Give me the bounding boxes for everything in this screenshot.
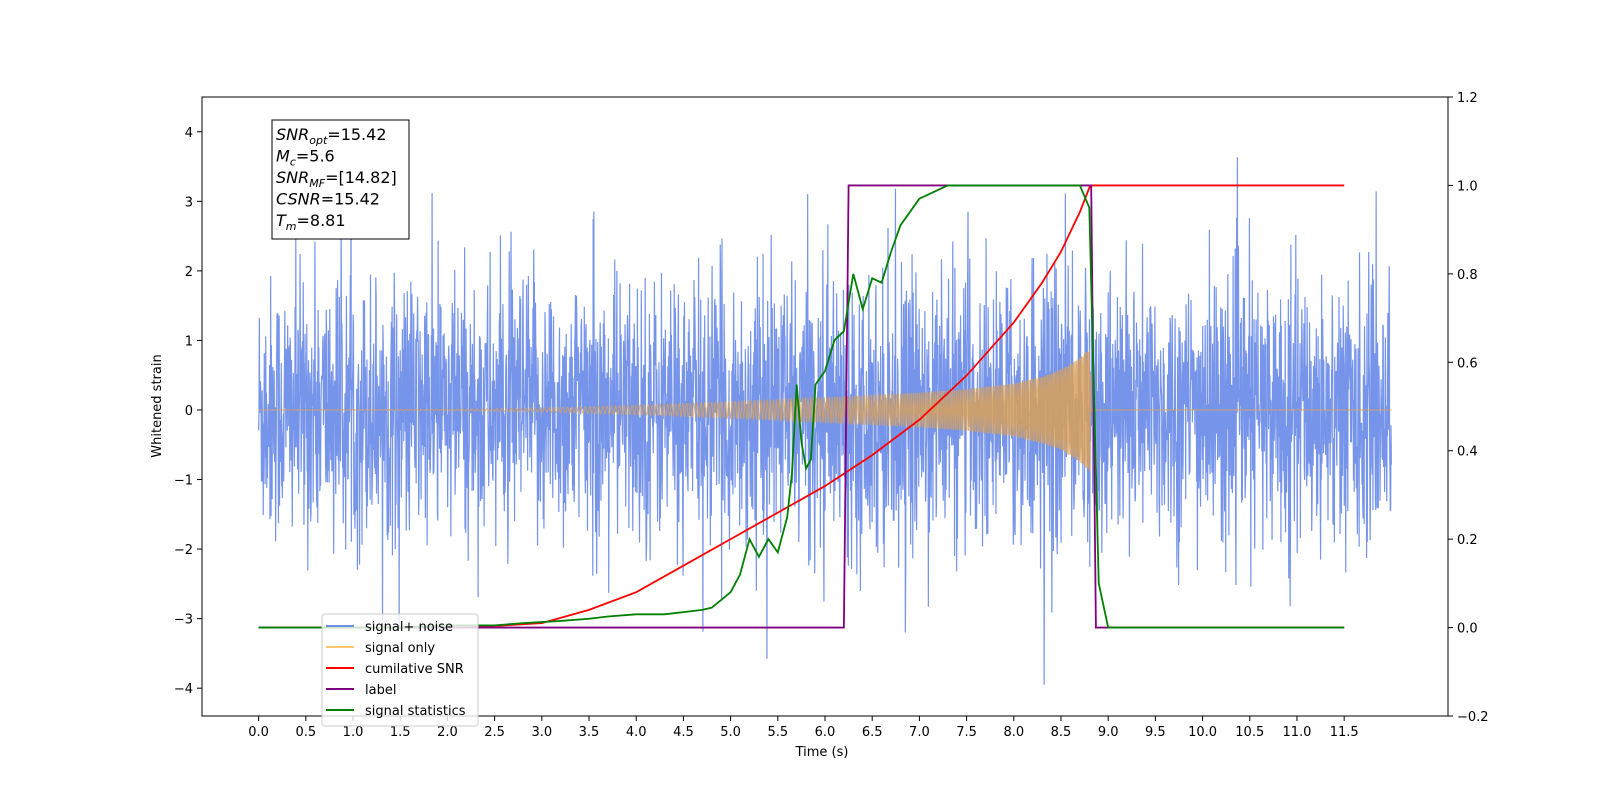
- legend-label: cumilative SNR: [365, 662, 464, 677]
- annotation-line: Mc=5.6: [276, 147, 335, 169]
- legend-label: label: [365, 683, 396, 698]
- x-tick-label: 8.0: [1003, 725, 1024, 740]
- series-signal-only: [258, 349, 1392, 472]
- y-tick-label: 4: [185, 126, 193, 141]
- y2-tick-label: −0.2: [1457, 710, 1489, 725]
- x-tick-label: 8.5: [1051, 725, 1072, 740]
- annotation-line: SNRopt=15.42: [276, 125, 387, 147]
- y-tick-label: −4: [174, 682, 193, 697]
- series-signal-statistics: [258, 184, 1345, 629]
- annotation-line: Tm=8.81: [276, 211, 346, 233]
- x-tick-label: 5.0: [720, 725, 741, 740]
- y2-tick-label: 0.8: [1457, 268, 1478, 283]
- x-tick-label: 5.5: [767, 725, 788, 740]
- y2-tick-label: 0.6: [1457, 356, 1478, 371]
- y-tick-label: −2: [174, 543, 193, 558]
- x-tick-label: 1.5: [390, 725, 411, 740]
- y-tick-label: 1: [185, 334, 193, 349]
- x-tick-label: 4.0: [626, 725, 647, 740]
- x-axis-label: Time (s): [795, 745, 849, 760]
- y-tick-label: −3: [174, 613, 193, 628]
- annotation-line: CSNR=15.42: [276, 190, 380, 209]
- legend-label: signal only: [365, 641, 435, 656]
- y2-tick-label: 1.0: [1457, 179, 1478, 194]
- annotation-box: SNRopt=15.42Mc=5.6SNRMF=[14.82]CSNR=15.4…: [271, 119, 410, 240]
- x-tick-label: 1.0: [343, 725, 364, 740]
- x-tick-label: 2.0: [437, 725, 458, 740]
- legend: signal+ noise signal only cumilative SNR la…: [321, 613, 479, 727]
- x-tick-label: 9.0: [1098, 725, 1119, 740]
- y-axis-label: Whitened strain: [150, 354, 165, 457]
- x-tick-label: 11.5: [1330, 725, 1359, 740]
- y2-tick-label: 0.4: [1457, 445, 1478, 460]
- y-tick-label: 0: [185, 404, 193, 419]
- x-tick-label: 2.5: [484, 725, 505, 740]
- y2-tick-label: 0.2: [1457, 533, 1478, 548]
- x-tick-label: 9.5: [1145, 725, 1166, 740]
- x-tick-label: 4.5: [673, 725, 694, 740]
- x-tick-label: 11.0: [1282, 725, 1311, 740]
- y2-tick-label: 1.2: [1457, 91, 1478, 106]
- x-tick-label: 10.0: [1188, 725, 1217, 740]
- legend-label: signal+ noise: [365, 620, 453, 635]
- x-tick-label: 6.0: [815, 725, 836, 740]
- annotation-frame: [271, 119, 410, 240]
- x-tick-label: 3.0: [531, 725, 552, 740]
- x-tick-label: 3.5: [579, 725, 600, 740]
- x-tick-label: 10.5: [1235, 725, 1264, 740]
- x-tick-label: 0.0: [248, 725, 269, 740]
- legend-label: signal statistics: [365, 704, 466, 719]
- x-tick-label: 7.0: [909, 725, 930, 740]
- x-tick-label: 6.5: [862, 725, 883, 740]
- x-tick-label: 0.5: [295, 725, 316, 740]
- y2-tick-label: 0.0: [1457, 622, 1478, 637]
- series-cumilative-snr: [466, 184, 1345, 629]
- y-tick-label: −1: [174, 474, 193, 489]
- x-tick-label: 7.5: [956, 725, 977, 740]
- legend-frame: [321, 613, 479, 727]
- y-tick-label: 2: [185, 265, 193, 280]
- y-tick-label: 3: [185, 195, 193, 210]
- series-signal-noise: [258, 157, 1392, 685]
- annotation-line: SNRMF=[14.82]: [276, 168, 397, 190]
